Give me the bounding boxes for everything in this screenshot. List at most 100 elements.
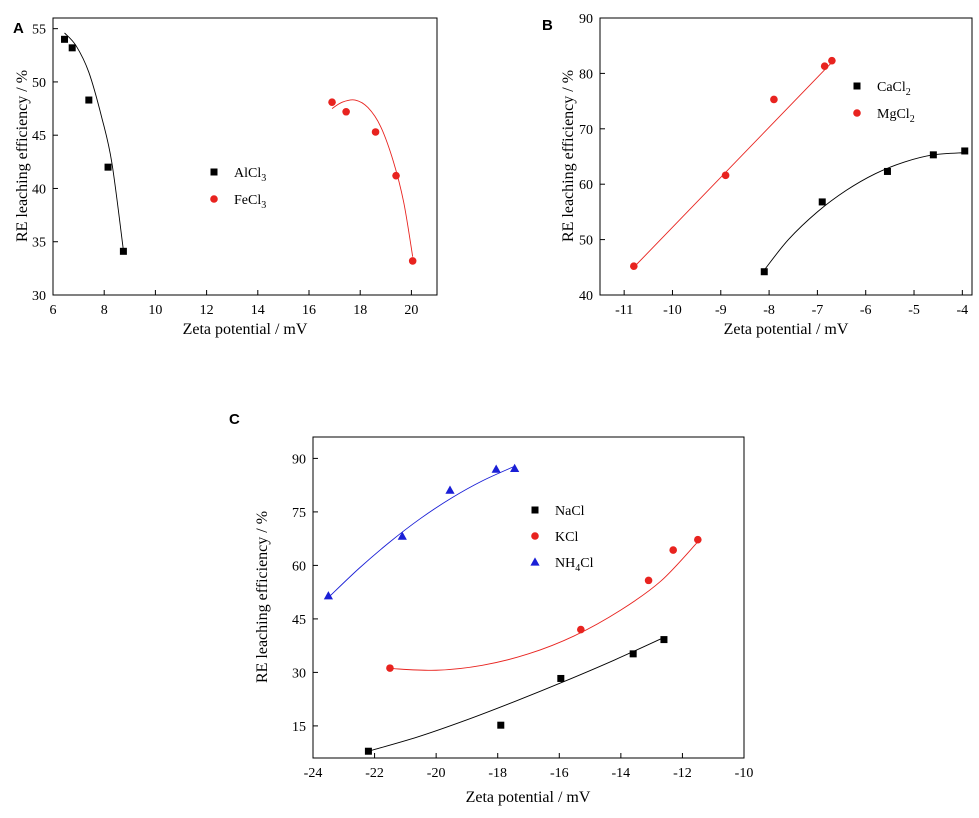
panel-a-legend-fecl3-label: FeCl3 (234, 193, 266, 211)
panel-a-legend-alcl3-label: AlCl3 (234, 166, 266, 184)
panel-b-cacl2-point (961, 147, 969, 155)
panel-a-y-tick-label: 50 (32, 76, 46, 91)
panel-c-legend-nh4cl-marker (530, 557, 540, 566)
panel-b-cacl2-point (818, 198, 826, 206)
panel-c-nacl-point (557, 674, 565, 682)
panel-c-y-tick-label: 30 (292, 666, 306, 681)
panel-a-x-tick-label: 16 (302, 303, 316, 318)
panel-a-x-tick-label: 20 (404, 303, 418, 318)
panel-c-y-tick-label: 15 (292, 720, 306, 735)
panel-c-y-tick-label: 90 (292, 452, 306, 467)
panel-c-x-tick-label: -10 (735, 766, 754, 781)
panel-c-nacl-point (364, 747, 372, 755)
panel-a-legend-fecl3-marker (210, 195, 218, 203)
panel-b-cacl2-point (760, 268, 768, 276)
panel-b-x-tick-label: -8 (763, 303, 775, 318)
panel-a-fecl3-point (392, 171, 400, 180)
panel-b-y-tick-label: 70 (579, 123, 593, 138)
panel-b-legend-cacl2-label: CaCl2 (877, 80, 911, 98)
panel-c-kcl-point (694, 535, 702, 544)
panel-a-y-tick-label: 35 (32, 236, 46, 251)
panel-c-nacl-point (497, 721, 505, 729)
panel-b-mgcl2-point (770, 95, 778, 104)
panel-a-chart: Zeta potential / mV RE leaching efficien… (14, 17, 438, 338)
panel-a-alcl3-point (104, 163, 112, 171)
panel-b-legend-mgcl2-marker (853, 109, 861, 117)
panel-b-x-tick-label: -10 (663, 303, 682, 318)
panel-a-y-tick-label: 30 (32, 289, 46, 304)
panel-c-legend-nh4cl-label: NH4Cl (555, 556, 594, 574)
panel-b-y-tick-label: 40 (579, 289, 593, 304)
panel-b-y-tick-label: 90 (579, 12, 593, 27)
panel-c-nh4cl-point (323, 591, 333, 600)
panel-b-chart: Zeta potential / mV RE leaching efficien… (560, 12, 973, 338)
panel-c-x-axis-label: Zeta potential / mV (466, 789, 591, 806)
panel-c-x-tick-label: -18 (488, 766, 507, 781)
panel-a-legend-alcl3-marker (210, 168, 218, 176)
panel-b-legend-mgcl2-label: MgCl2 (877, 107, 915, 125)
panel-c-kcl-point (386, 664, 394, 672)
panel-a-fecl3-point (328, 98, 336, 106)
panel-c-kcl-point (577, 625, 585, 634)
panel-c-nh4cl-point (397, 531, 407, 540)
panel-a-plot-frame (52, 17, 438, 296)
panel-c-x-tick-label: -22 (365, 766, 384, 781)
panel-b-x-tick-label: -6 (860, 303, 872, 318)
panel-c-plot-frame (312, 436, 745, 759)
panel-c-x-tick-label: -14 (612, 766, 631, 781)
panel-a-x-tick-label: 8 (101, 303, 108, 318)
panel-c-y-tick-label: 75 (292, 506, 306, 521)
panel-c-legend-kcl-label: KCl (555, 530, 578, 545)
panel-c-x-tick-label: -16 (550, 766, 569, 781)
panel-c-kcl-point (669, 546, 677, 554)
panel-b-y-axis-label: RE leaching efficiency / % (560, 70, 577, 242)
panel-b-y-tick-label: 60 (579, 178, 593, 193)
panel-c-x-tick-label: -20 (427, 766, 446, 781)
panel-letter-a: A (13, 20, 24, 37)
panel-b-x-tick-label: -4 (957, 303, 969, 318)
panel-b-y-tick-label: 50 (579, 234, 593, 249)
panel-b-cacl2-fit-curve (763, 152, 965, 271)
panel-a-x-tick-label: 6 (50, 303, 57, 318)
panel-c-y-tick-label: 60 (292, 559, 306, 574)
panel-c-nh4cl-point (510, 463, 520, 472)
panel-a-x-tick-label: 10 (148, 303, 162, 318)
panel-letter-b: B (542, 17, 553, 34)
panel-a-fecl3-fit-curve (331, 99, 414, 257)
panel-b-mgcl2-point (630, 262, 638, 270)
panel-c-y-tick-label: 45 (292, 613, 306, 628)
panel-c-chart: Zeta potential / mV RE leaching efficien… (254, 436, 754, 806)
panel-a-alcl3-point (85, 96, 93, 104)
panel-b-x-tick-label: -11 (615, 303, 633, 318)
panel-b-x-axis-label: Zeta potential / mV (724, 321, 849, 338)
panel-b-x-tick-label: -5 (908, 303, 920, 318)
panel-a-alcl3-point (61, 35, 69, 43)
panel-a-y-tick-label: 45 (32, 129, 46, 144)
panel-c-nacl-point (660, 636, 668, 644)
panel-a-x-axis-label: Zeta potential / mV (183, 321, 308, 338)
panel-c-legend-nacl-label: NaCl (555, 504, 585, 519)
panel-c-nacl-point (629, 650, 637, 658)
panel-b-x-tick-label: -9 (715, 303, 727, 318)
panel-a-x-tick-label: 18 (353, 303, 367, 318)
panel-c-y-axis-label: RE leaching efficiency / % (254, 511, 271, 683)
panel-a-y-tick-label: 55 (32, 23, 46, 38)
panel-a-x-tick-label: 14 (251, 303, 265, 318)
panel-c-kcl-point (644, 576, 653, 585)
panel-c-kcl-fit-curve (389, 541, 699, 671)
panel-b-mgcl2-point (828, 56, 836, 65)
panel-b-x-tick-label: -7 (812, 303, 824, 318)
panel-letter-c: C (229, 411, 240, 428)
panel-a-y-tick-label: 40 (32, 182, 46, 197)
panel-a-alcl3-point (119, 247, 127, 255)
panel-c-legend-nacl-marker (531, 506, 539, 514)
panel-a-y-axis-label: RE leaching efficiency / % (14, 70, 31, 242)
panel-c-nacl-fit-curve (368, 637, 665, 752)
panel-a-fecl3-point (408, 257, 417, 265)
panel-a-fecl3-point (371, 128, 380, 136)
panel-b-mgcl2-point (721, 171, 730, 180)
panel-c-nh4cl-point (491, 464, 501, 473)
panel-a-alcl3-fit-curve (64, 32, 124, 251)
panel-c-legend-kcl-marker (531, 532, 539, 540)
